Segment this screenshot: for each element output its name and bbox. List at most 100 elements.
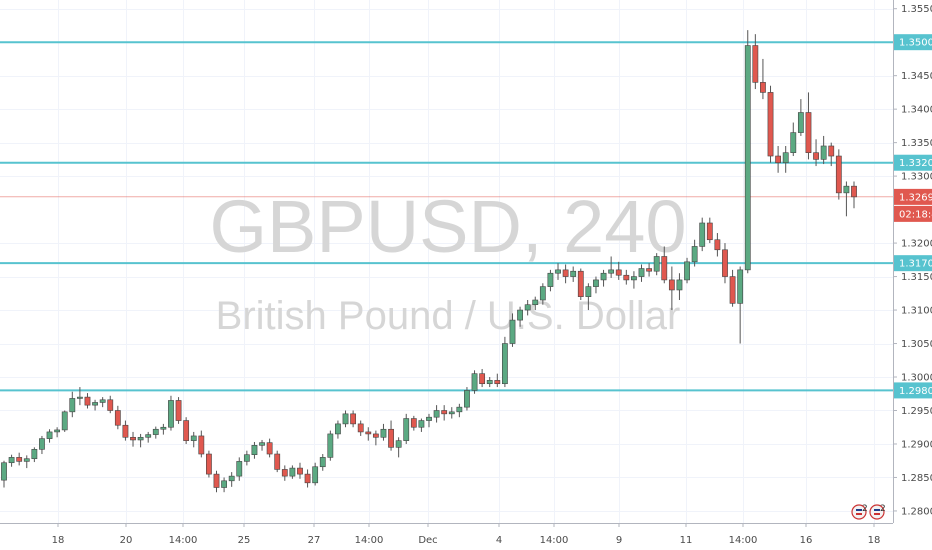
candle xyxy=(54,427,61,438)
price-tick-label: 1.28500 xyxy=(901,473,932,484)
candle-body xyxy=(410,418,417,428)
candle xyxy=(797,99,804,136)
candle xyxy=(213,470,220,493)
candle xyxy=(479,368,486,388)
time-tick-label: 16 xyxy=(800,535,813,546)
candle xyxy=(228,472,235,487)
time-tick-label: 14:00 xyxy=(729,535,758,546)
candle-body xyxy=(441,410,448,415)
candle xyxy=(99,397,106,408)
watermark-symbol: GBPUSD, 240 xyxy=(209,185,686,268)
candle xyxy=(327,430,334,461)
candle-body xyxy=(843,185,850,194)
badge-background xyxy=(894,34,932,51)
candle-body xyxy=(168,400,174,428)
time-axis[interactable]: 18 20 14:00 25 27 14:00 Dec 4 14:00 9 11 14:00 16 18 xyxy=(0,523,893,550)
candle-body xyxy=(190,435,197,441)
candle-body xyxy=(448,411,455,415)
candle xyxy=(623,269,630,285)
price-tick-label: 1.29000 xyxy=(901,439,932,450)
candle xyxy=(782,145,789,173)
candle xyxy=(23,455,30,469)
candle xyxy=(524,300,531,316)
time-tick-label: 18 xyxy=(868,535,881,546)
candle-body xyxy=(8,457,15,464)
candle-body xyxy=(213,473,220,488)
candle xyxy=(76,387,83,406)
candle xyxy=(274,450,281,473)
candle xyxy=(122,420,129,441)
candle-body xyxy=(638,268,645,277)
candle-body xyxy=(486,380,493,385)
candle-body xyxy=(380,428,387,438)
level-price-badge: 1.29800 xyxy=(894,382,932,399)
flag-event-icon[interactable]: 2 xyxy=(869,504,886,520)
candle-body xyxy=(828,145,835,157)
candle-body xyxy=(357,423,364,433)
level-price-badge: 1.35000 xyxy=(894,34,932,51)
candle xyxy=(168,395,174,431)
price-axis[interactable]: 1.35500 1.34500 1.34000 1.33500 1.33000 1.320… xyxy=(893,0,932,550)
candle xyxy=(289,465,296,479)
price-tick-label: 1.33500 xyxy=(901,138,932,149)
candle xyxy=(615,261,622,280)
candle xyxy=(494,373,501,388)
price-tick-label: 1.34500 xyxy=(901,71,932,82)
candle xyxy=(304,469,311,488)
candle-body xyxy=(327,433,334,458)
candle xyxy=(843,181,850,217)
candle xyxy=(251,441,258,459)
candle-body xyxy=(281,469,288,477)
flag-event-icon[interactable]: 2 xyxy=(851,504,868,520)
candle xyxy=(39,435,45,455)
candle-body xyxy=(524,304,531,311)
candle-body xyxy=(668,279,675,291)
candle xyxy=(236,457,243,481)
candle xyxy=(835,149,842,200)
candle xyxy=(638,264,645,282)
candle-body xyxy=(744,45,751,271)
candle-body xyxy=(851,185,857,198)
candle-body xyxy=(608,269,615,274)
candle-body xyxy=(615,269,622,276)
candle-body xyxy=(92,402,98,406)
candle xyxy=(198,430,205,458)
event-count: 2 xyxy=(862,504,868,514)
candle xyxy=(646,263,652,277)
candle xyxy=(350,410,357,428)
candle-body xyxy=(198,435,205,455)
candle xyxy=(114,405,121,430)
time-tick-label: Dec xyxy=(418,535,437,546)
candle xyxy=(312,462,319,486)
candle-body xyxy=(395,440,402,448)
candle-body xyxy=(676,279,683,291)
candle xyxy=(297,462,303,479)
candle xyxy=(145,431,152,443)
badge-background xyxy=(894,188,932,205)
candle xyxy=(752,34,759,90)
event-circle xyxy=(869,504,885,520)
candle-body xyxy=(426,416,432,421)
candle-body xyxy=(335,423,341,435)
candle xyxy=(532,296,539,311)
candle xyxy=(152,426,159,439)
candle xyxy=(547,269,554,292)
candle-body xyxy=(760,82,766,93)
candle xyxy=(539,283,546,305)
time-tick-label: 14:00 xyxy=(169,535,198,546)
candle-body xyxy=(114,410,121,426)
candle-body xyxy=(631,276,637,281)
candle xyxy=(744,30,751,274)
horizontal-levels[interactable] xyxy=(0,41,893,392)
candle-body xyxy=(684,261,690,281)
candle xyxy=(266,438,273,458)
candle-body xyxy=(259,442,265,446)
candle-body xyxy=(99,399,106,403)
candle xyxy=(160,423,167,435)
candle-body xyxy=(501,343,508,385)
candle-body xyxy=(706,222,713,241)
